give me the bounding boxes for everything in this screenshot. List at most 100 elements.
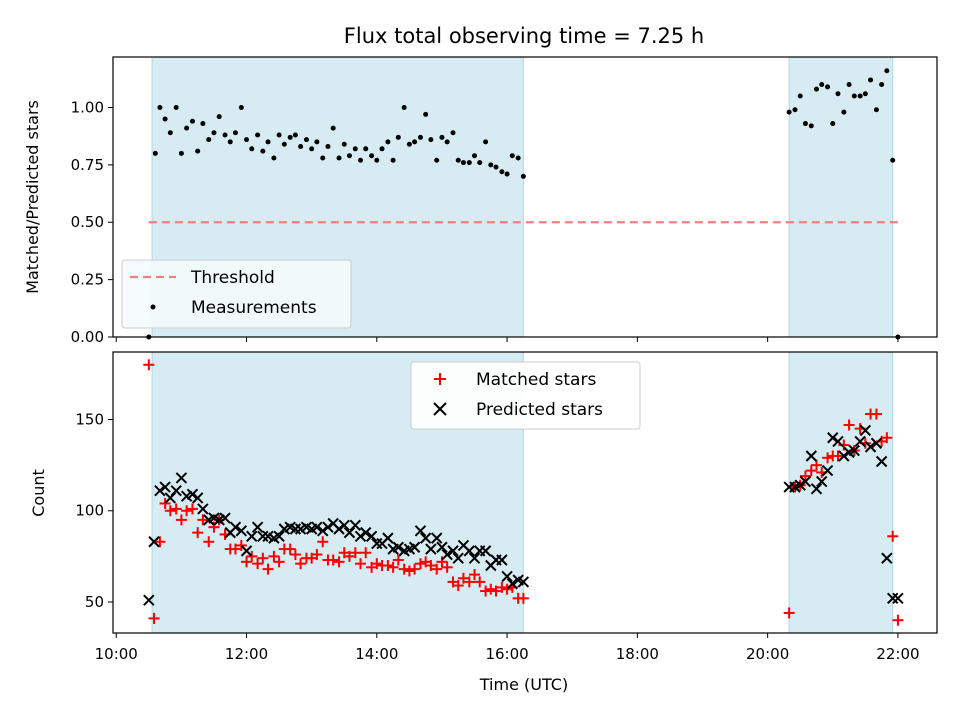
predicted-stars-point <box>419 532 432 544</box>
measurement-point <box>439 134 445 140</box>
matched-stars-point <box>403 565 415 577</box>
matched-stars-point <box>496 581 508 593</box>
measurement-point <box>509 153 515 159</box>
measurement-point <box>244 137 250 143</box>
matched-stars-point <box>164 505 176 517</box>
predicted-stars-point <box>408 541 421 553</box>
matched-stars-point <box>387 561 399 573</box>
top-observing-window-2 <box>788 56 894 338</box>
predicted-stars-point <box>805 450 817 462</box>
matched-stars-point <box>887 530 899 542</box>
matched-stars-point <box>425 559 437 571</box>
x-tick-label: 12:00 <box>225 645 268 663</box>
top-plot-frame <box>112 56 938 338</box>
matched-stars-point <box>799 470 811 482</box>
measurement-point <box>363 146 369 152</box>
measurement-point <box>813 86 819 92</box>
legend-measurements-swatch <box>150 304 156 310</box>
predicted-stars-point <box>246 530 258 542</box>
measurement-point <box>260 148 266 154</box>
matched-stars-point <box>382 559 394 571</box>
measurement-point <box>390 157 396 163</box>
matched-stars-point <box>371 558 383 570</box>
measurement-point <box>232 130 238 136</box>
measurement-point <box>434 157 440 163</box>
x-tick-label: 22:00 <box>876 645 919 663</box>
measurement-point <box>797 93 803 99</box>
matched-stars-point <box>154 536 166 548</box>
measurement-point <box>515 155 521 161</box>
legend-predicted-label: Predicted stars <box>476 400 603 420</box>
matched-stars-point <box>360 547 372 559</box>
predicted-stars-point <box>333 523 345 535</box>
measurement-point <box>879 82 885 88</box>
predicted-stars-point <box>447 545 459 557</box>
matched-stars-point <box>501 583 513 595</box>
measurement-point <box>401 104 407 110</box>
bottom-legend: Matched stars Predicted stars <box>410 361 641 430</box>
top-y-tick-label: 1.00 <box>71 98 104 116</box>
measurement-point <box>460 160 466 166</box>
measurement-point <box>211 130 217 136</box>
predicted-stars-point <box>154 484 166 497</box>
x-tick-label: 18:00 <box>616 645 659 663</box>
predicted-stars-point <box>186 488 199 501</box>
matched-stars-point <box>881 432 893 444</box>
measurement-point <box>265 139 271 145</box>
legend-matched-swatch <box>434 373 446 385</box>
measurement-point <box>303 137 309 143</box>
predicted-stars-point <box>317 525 329 537</box>
measurement-point <box>152 150 158 156</box>
matched-stars-point <box>349 547 361 559</box>
matched-stars-point <box>480 585 492 597</box>
measurement-point <box>216 114 222 120</box>
measurement-point <box>488 162 494 168</box>
measurement-point <box>314 139 320 145</box>
measurement-point <box>206 137 212 143</box>
predicted-stars-point <box>892 592 904 605</box>
measurement-point <box>417 134 423 140</box>
matched-stars-point <box>392 554 404 566</box>
measurement-point <box>423 111 429 117</box>
predicted-stars-point <box>827 432 839 444</box>
measurement-point <box>450 130 456 136</box>
predicted-stars-point <box>463 545 476 557</box>
measurement-point <box>830 121 836 127</box>
matched-stars-point <box>431 563 443 575</box>
predicted-stars-point <box>382 532 394 544</box>
predicted-stars-point <box>854 435 866 448</box>
predicted-stars-point <box>191 492 204 504</box>
measurement-point <box>325 144 331 150</box>
measurement-point <box>504 171 510 177</box>
matched-stars-point <box>333 556 345 568</box>
measurement-point <box>835 91 841 97</box>
measurement-point <box>292 132 298 138</box>
predicted-stars-point <box>815 475 828 488</box>
measurement-point <box>802 121 808 127</box>
legend-predicted-swatch <box>433 402 447 416</box>
measurement-point <box>369 153 375 159</box>
bottom-observing-window-2 <box>788 351 894 634</box>
measurement-point <box>227 139 233 145</box>
predicted-stars-point <box>240 545 253 557</box>
measurement-point <box>330 125 336 131</box>
measurement-point <box>341 141 347 147</box>
measurement-point <box>493 164 499 170</box>
measurement-point <box>868 77 874 83</box>
x-tick-label: 10:00 <box>95 645 138 663</box>
matched-stars-point <box>457 572 469 584</box>
matched-stars-point <box>273 556 285 568</box>
x-tick-label: 20:00 <box>746 645 789 663</box>
predicted-stars-point <box>452 552 464 564</box>
predicted-stars-point <box>365 530 378 542</box>
predicted-stars-point <box>517 576 530 588</box>
predicted-stars-point <box>170 484 182 497</box>
measurement-point <box>851 93 857 99</box>
measurement-point <box>167 130 173 136</box>
matched-stars-point <box>436 556 448 568</box>
matched-stars-point <box>409 563 421 575</box>
matched-stars-point <box>452 580 464 592</box>
matched-stars-point <box>257 552 269 564</box>
matched-stars-point <box>822 452 834 464</box>
